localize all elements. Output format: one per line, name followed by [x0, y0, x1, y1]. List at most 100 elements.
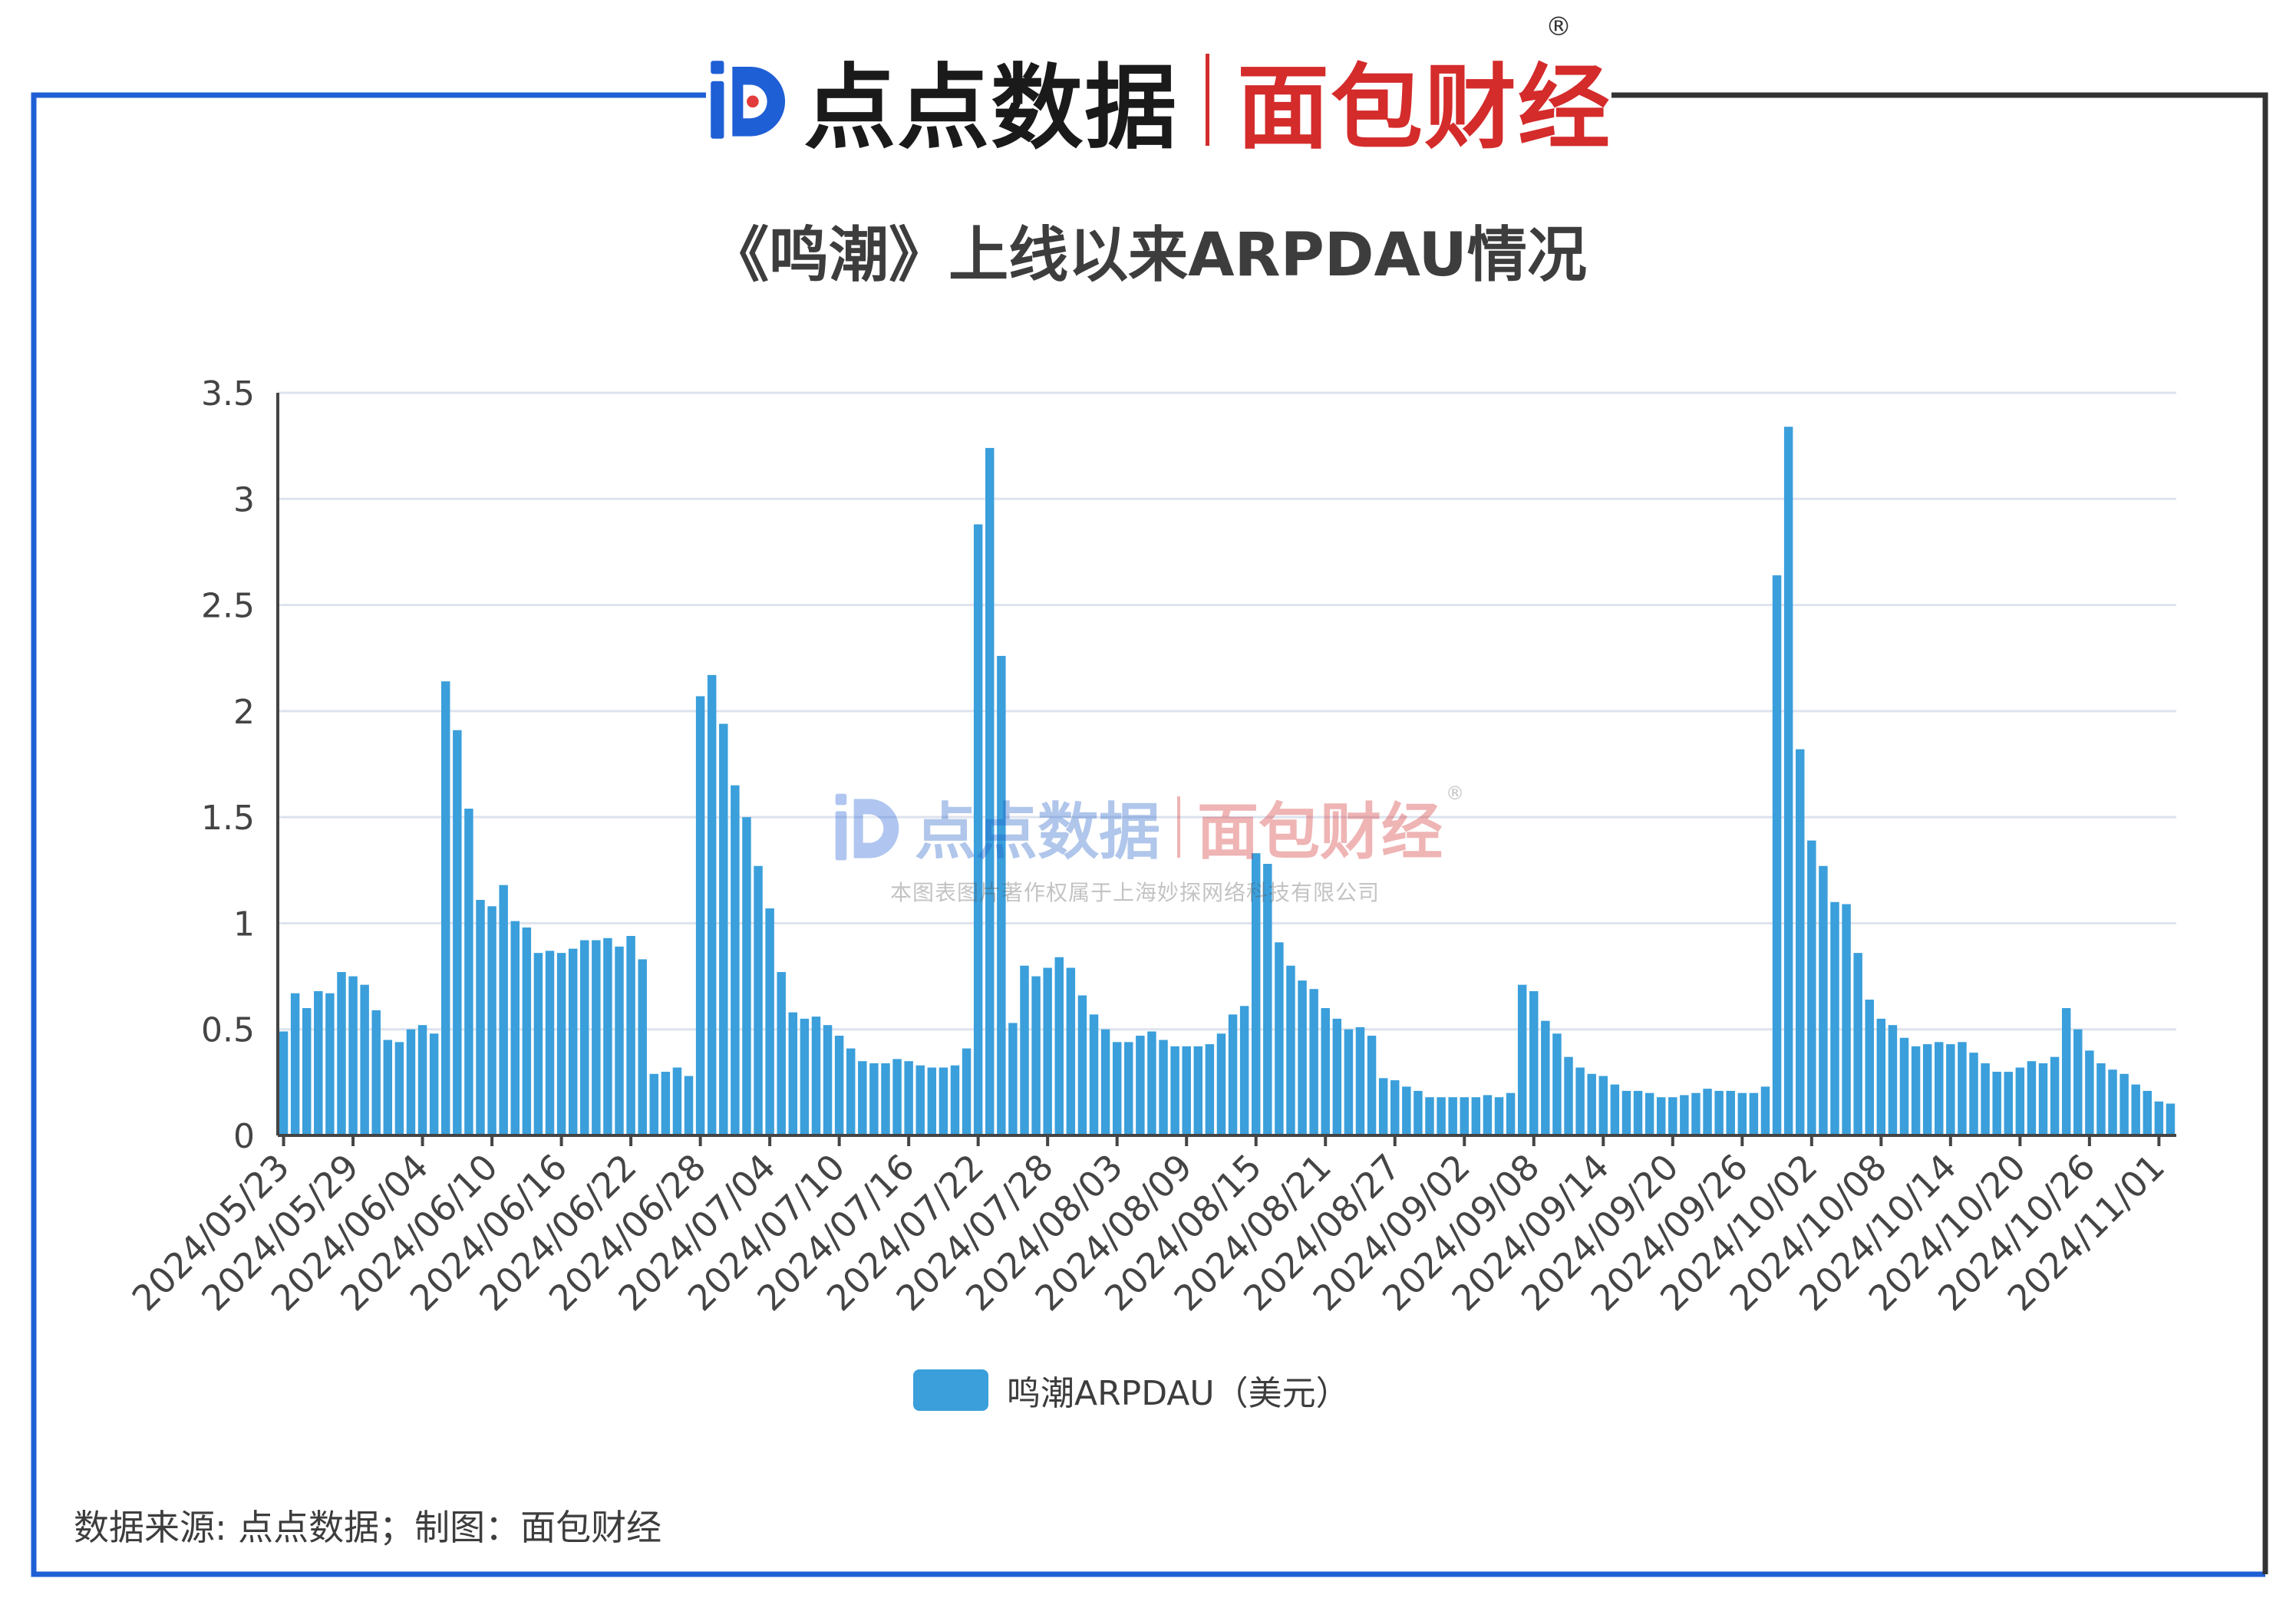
bar: [1043, 967, 1052, 1135]
grid-lines: [278, 391, 2176, 1031]
bar: [1170, 1046, 1179, 1135]
bar: [1275, 942, 1284, 1135]
bar: [441, 681, 450, 1135]
bar: [823, 1025, 833, 1135]
bar: [1263, 863, 1272, 1135]
bar: [1737, 1092, 1747, 1135]
bar: [754, 865, 763, 1135]
bar: [1494, 1097, 1504, 1135]
bar: [1112, 1042, 1122, 1135]
source-note: 数据来源: 点点数据；制图：面包财经: [74, 1507, 662, 1548]
bar: [1031, 976, 1041, 1135]
bar: [1205, 1044, 1215, 1135]
bar: [1529, 990, 1539, 1135]
bar: [950, 1065, 960, 1135]
bar: [1147, 1031, 1156, 1135]
legend: 鸣潮ARPDAU（美元）: [913, 1366, 1350, 1415]
bar: [1783, 427, 1793, 1135]
bar: [1830, 901, 1839, 1135]
bar: [684, 1076, 694, 1135]
bar: [522, 927, 532, 1135]
bar: [2061, 1008, 2071, 1135]
bar: [1680, 1095, 1689, 1135]
bar: [811, 1017, 821, 1135]
bar: [1691, 1092, 1701, 1135]
bar: [1644, 1092, 1654, 1135]
bar: [2108, 1069, 2117, 1135]
bar: [592, 940, 601, 1135]
bar: [939, 1067, 948, 1135]
bar: [661, 1072, 671, 1135]
bar: [1842, 904, 1851, 1135]
bar: [626, 936, 635, 1135]
bar: [1367, 1036, 1377, 1135]
bar: [1865, 999, 1874, 1135]
bar: [2004, 1072, 2013, 1135]
bar: [2027, 1061, 2037, 1135]
bar: [1378, 1078, 1388, 1135]
bar: [615, 946, 624, 1135]
bar: [1437, 1097, 1446, 1135]
bar: [568, 948, 578, 1135]
bar: [1425, 1097, 1434, 1135]
bar: [1946, 1044, 1955, 1135]
bar: [1911, 1046, 1921, 1135]
bar: [1506, 1092, 1516, 1135]
y-tick-label: 2.5: [201, 587, 255, 626]
bar: [429, 1033, 439, 1135]
bar: [834, 1036, 844, 1135]
bar: [1008, 1023, 1018, 1135]
y-tick-label: 3: [233, 480, 255, 519]
bar: [1216, 1033, 1226, 1135]
bar: [1517, 984, 1527, 1135]
bar: [499, 885, 508, 1135]
bar: [742, 817, 751, 1135]
brand-diandian-text: 点点数据: [803, 55, 1179, 162]
bar: [580, 940, 589, 1135]
bar: [985, 447, 995, 1135]
bar: [394, 1042, 404, 1135]
bar: [1100, 1029, 1110, 1135]
diandian-logo-icon: [711, 61, 786, 139]
bar: [302, 1008, 312, 1135]
bar: [904, 1061, 913, 1135]
bar: [1922, 1044, 1932, 1135]
bar: [788, 1012, 798, 1135]
bar: [1286, 965, 1295, 1135]
frame-blue-border: [31, 92, 2265, 1577]
bar: [2120, 1073, 2129, 1135]
bar: [672, 1067, 682, 1135]
bar: [1726, 1090, 1735, 1135]
bar: [731, 785, 740, 1135]
bar: [1136, 1036, 1145, 1135]
bar: [1414, 1090, 1423, 1135]
bar: [314, 990, 323, 1135]
bar: [1193, 1046, 1203, 1135]
y-tick-label: 2: [233, 693, 255, 732]
bar: [325, 993, 335, 1135]
bar: [337, 972, 346, 1135]
bar: [360, 984, 369, 1135]
bar: [1668, 1097, 1677, 1135]
bar: [2096, 1063, 2106, 1135]
bar: [2038, 1063, 2048, 1135]
bar: [1575, 1067, 1585, 1135]
axes: [276, 393, 2176, 1146]
bar: [1298, 980, 1307, 1135]
chart-title: 《鸣潮》上线以来ARPDAU情况: [709, 221, 1587, 290]
bar: [1251, 853, 1261, 1135]
bar: [765, 908, 774, 1135]
bar: [1772, 575, 1782, 1135]
bar: [2131, 1084, 2140, 1135]
bar: [1899, 1037, 1909, 1135]
header-brand: 点点数据 面包财经 ®: [706, 12, 1611, 176]
bar: [2073, 1029, 2083, 1135]
x-tick-labels: 2024/05/232024/05/292024/06/042024/06/10…: [124, 1146, 2172, 1320]
bar: [638, 959, 647, 1135]
bar: [279, 1031, 289, 1135]
bar: [1633, 1090, 1643, 1135]
bar: [1587, 1073, 1596, 1135]
bar: [1552, 1033, 1562, 1135]
bar: [892, 1059, 902, 1135]
